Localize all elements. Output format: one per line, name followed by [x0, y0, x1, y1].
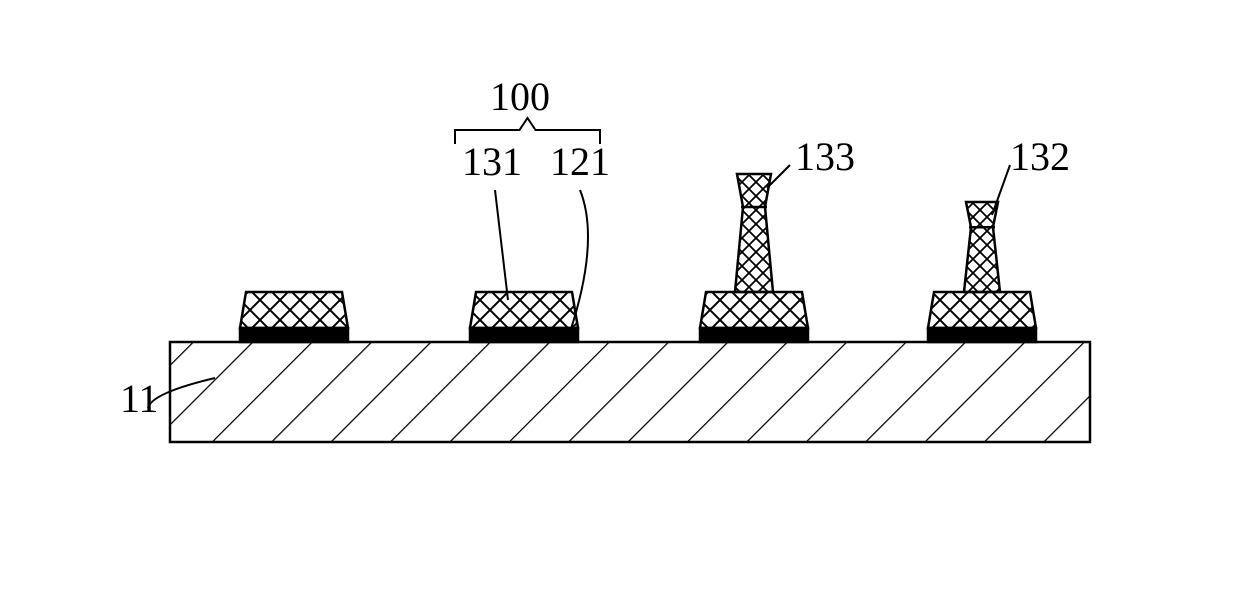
label-133: 133 [795, 134, 855, 179]
pillar-0 [735, 174, 773, 292]
pad-crosshatch-3 [928, 292, 1036, 328]
pad-crosshatch-2 [700, 292, 808, 328]
leader-132 [992, 165, 1010, 215]
label-11: 11 [120, 376, 159, 421]
label-132: 132 [1010, 134, 1070, 179]
pad-base-0 [240, 328, 348, 342]
pad-base-2 [700, 328, 808, 342]
label-121: 121 [550, 139, 610, 184]
leader-131 [495, 190, 508, 300]
pad-base-1 [470, 328, 578, 342]
label-100: 100 [490, 74, 550, 119]
pad-base-3 [928, 328, 1036, 342]
pad-crosshatch-0 [240, 292, 348, 328]
substrate [170, 342, 1090, 442]
pillar-1 [964, 202, 1000, 292]
label-131: 131 [462, 139, 522, 184]
pad-crosshatch-1 [470, 292, 578, 328]
